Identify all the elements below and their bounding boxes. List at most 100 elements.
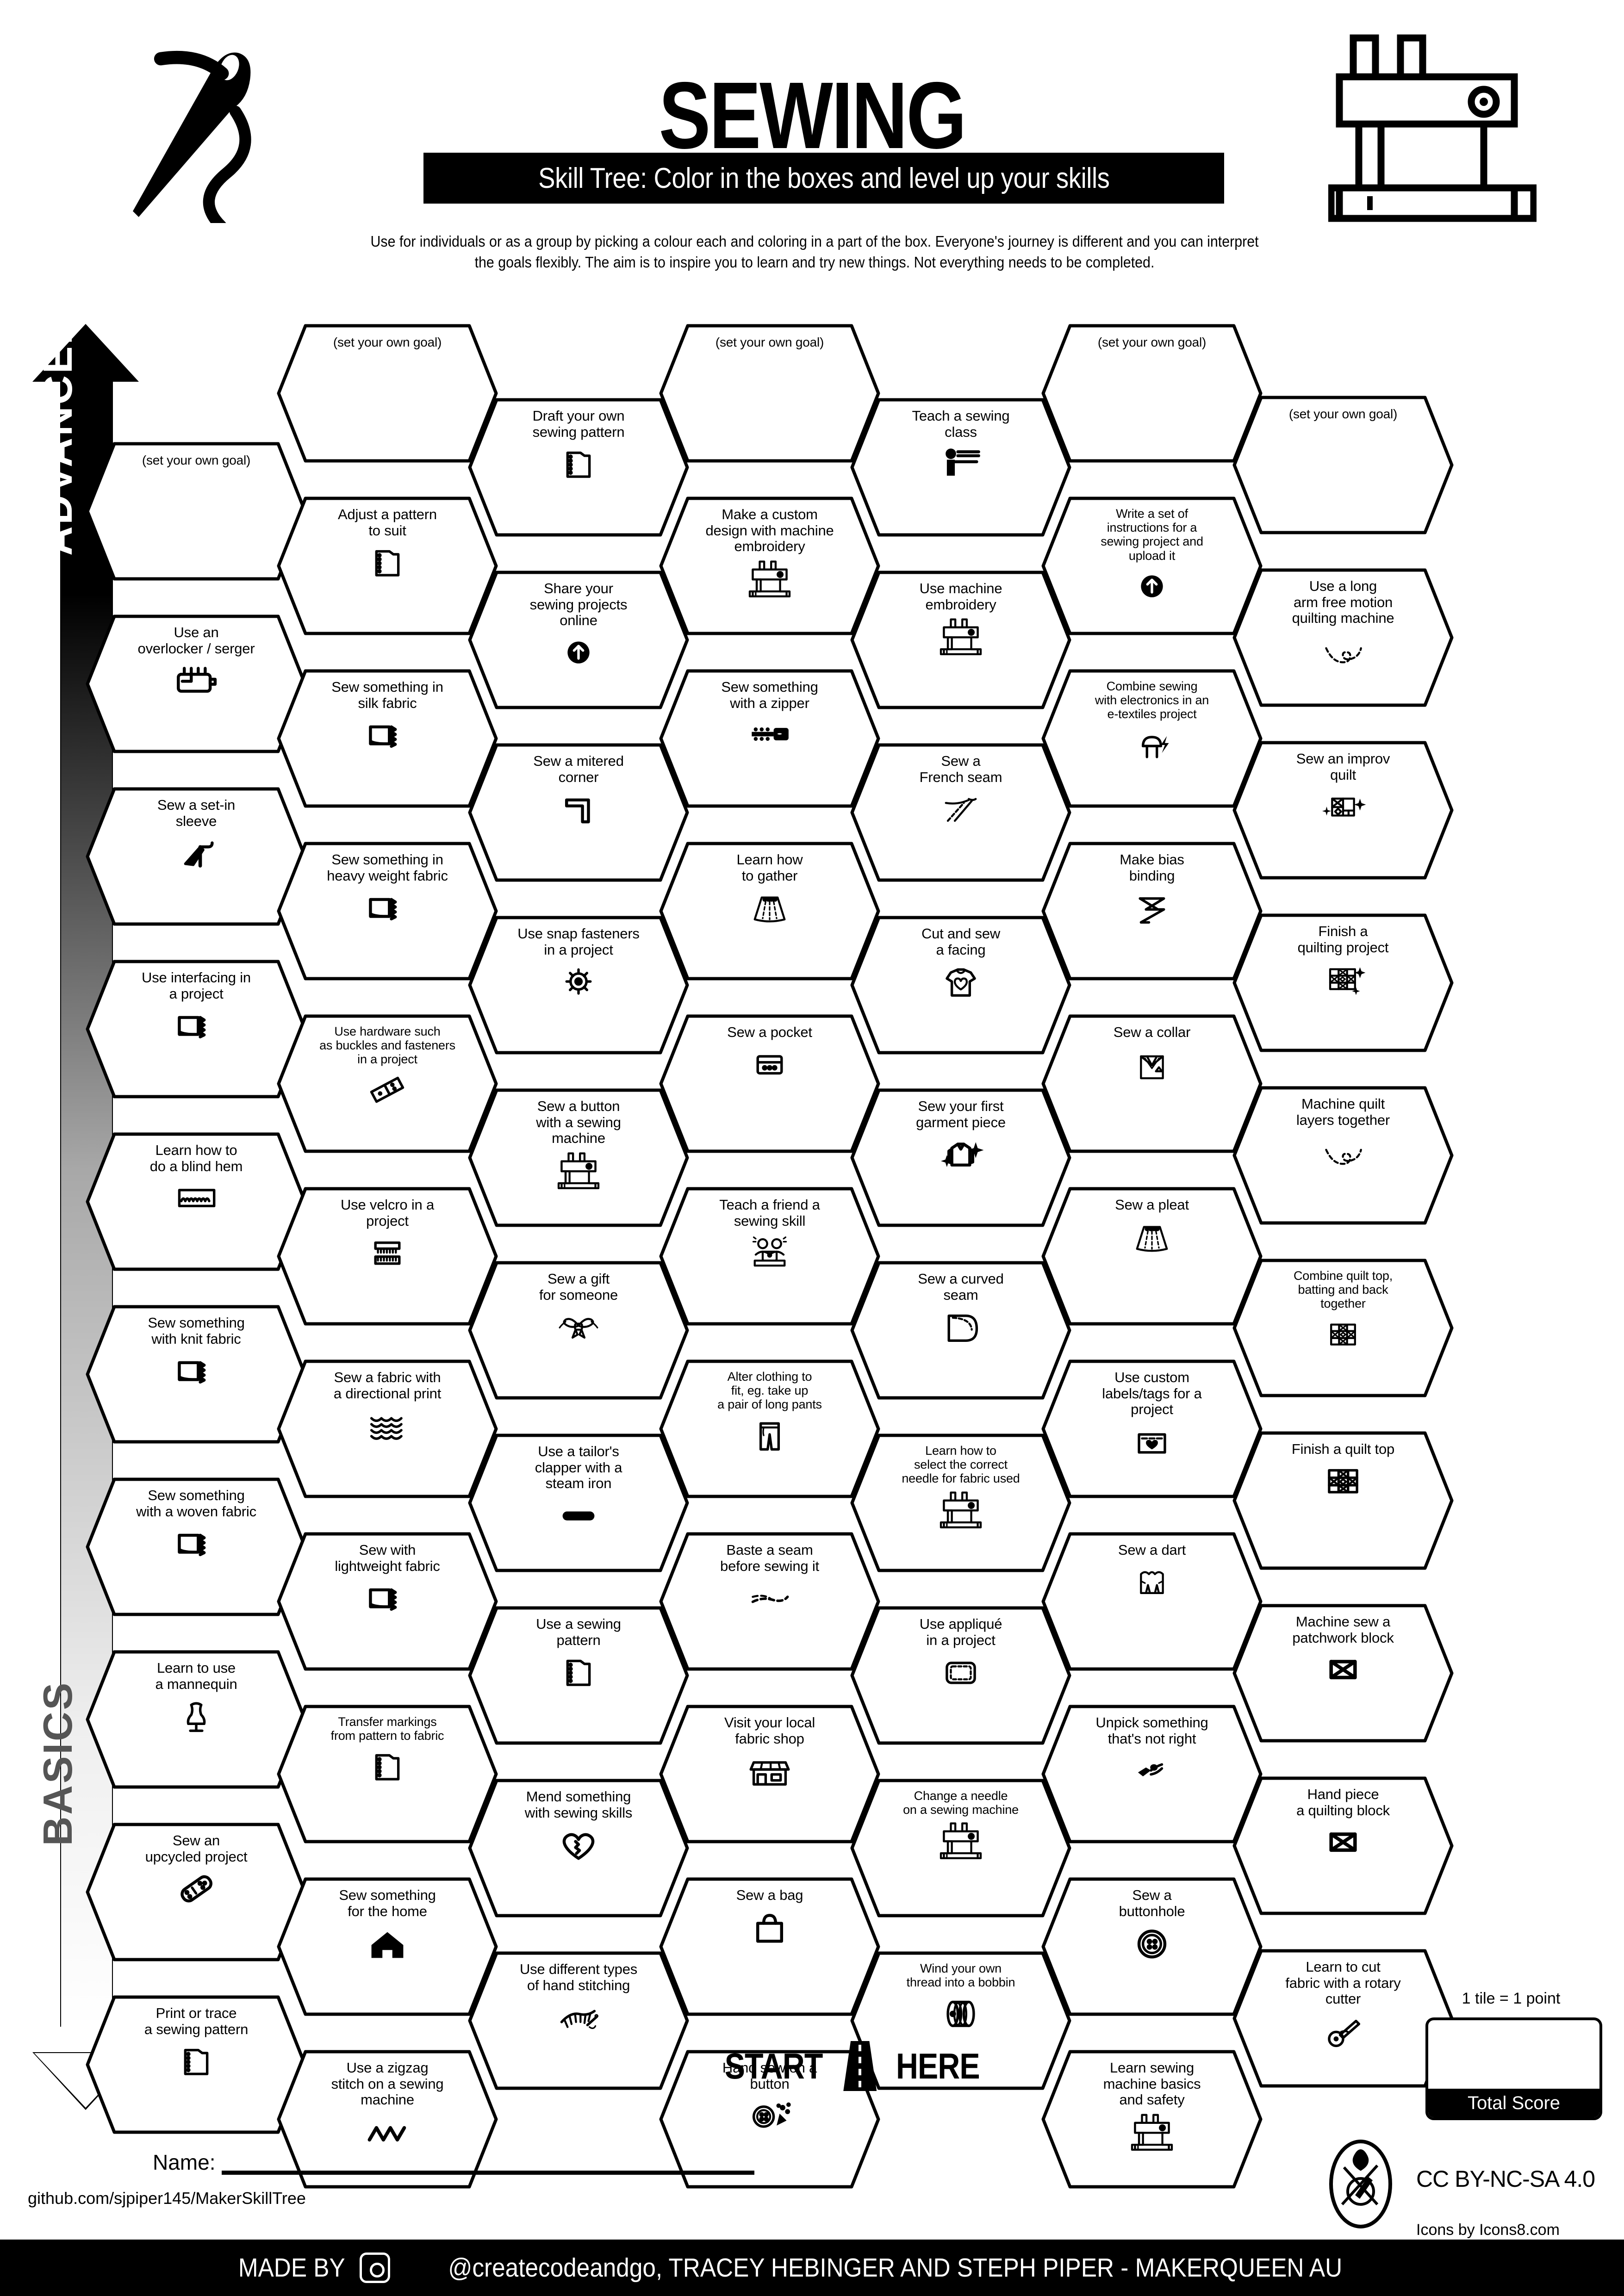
skill-hex-tile[interactable]: Hand piece a quilting block (1232, 1776, 1454, 1915)
skill-hex-tile[interactable]: Draft your own sewing pattern (468, 398, 689, 537)
sewing-machine-icon (935, 615, 986, 656)
skill-hex-tile[interactable]: Combine quilt top, batting and back togeth… (1232, 1259, 1454, 1397)
bobbin-icon (935, 1992, 986, 2032)
skill-hex-label: Use hardware such as buckles and fastener… (319, 1024, 455, 1067)
skill-hex-tile[interactable]: Sew a pocket (659, 1014, 880, 1153)
skill-hex-tile[interactable]: Use a sewing pattern (468, 1606, 689, 1745)
skill-hex-tile[interactable]: Sew something in silk fabric (277, 669, 498, 808)
skill-hex-tile[interactable]: Change a needle on a sewing machine (850, 1779, 1071, 1917)
name-input-line[interactable] (222, 2166, 754, 2175)
bag-icon (744, 1906, 795, 1946)
skill-hex-tile[interactable]: Use velcro in a project (277, 1187, 498, 1326)
skill-hex-tile[interactable]: Baste a seam before sewing it (659, 1532, 880, 1671)
skill-hex-tile[interactable]: Use different types of hand stitching (468, 1951, 689, 2090)
skill-hex-label: Unpick something that's not right (1095, 1714, 1208, 1747)
skill-hex-tile[interactable]: Use a zigzag stitch on a sewing machine (277, 2050, 498, 2189)
skill-hex-tile[interactable]: Sew an upcycled project (86, 1823, 307, 1961)
skill-hex-tile[interactable]: Learn sewing machine basics and safety (1041, 2050, 1263, 2189)
skill-hex-tile[interactable]: (set your own goal) (659, 324, 880, 463)
total-score-box[interactable]: Total Score (1425, 2017, 1602, 2120)
skill-hex-tile[interactable]: Sew a mitered corner (468, 743, 689, 882)
skill-hex-tile[interactable]: Use an overlocker / serger (86, 614, 307, 753)
name-field-row[interactable]: Name: (153, 2147, 754, 2175)
skill-hex-tile[interactable]: Sew something for the home (277, 1877, 498, 2016)
skill-hex-tile[interactable]: Use custom labels/tags for a project (1041, 1359, 1263, 1498)
skill-hex-tile[interactable]: Alter clothing to fit, eg. take up a pair … (659, 1359, 880, 1498)
skill-hex-tile[interactable]: Adjust a pattern to suit (277, 496, 498, 635)
skill-hex-tile[interactable]: Sew an improv quilt (1232, 741, 1454, 880)
skill-hex-tile[interactable]: Sew a gift for someone (468, 1261, 689, 1400)
repo-url[interactable]: github.com/sjpiper145/MakerSkillTree (28, 2189, 306, 2208)
skill-hex-tile[interactable]: Sew a curved seam (850, 1261, 1071, 1400)
skill-hex-tile[interactable]: Share your sewing projects online (468, 571, 689, 709)
skill-hex-tile[interactable]: Mend something with sewing skills (468, 1779, 689, 1917)
skill-hex-tile[interactable]: Sew something in heavy weight fabric (277, 842, 498, 980)
basting-icon (744, 1577, 795, 1617)
skill-hex-tile[interactable]: Sew a buttonhole (1041, 1877, 1263, 2016)
skill-hex-tile[interactable]: Sew a pleat (1041, 1187, 1263, 1326)
blind-hem-icon (171, 1177, 222, 1217)
skill-hex-tile[interactable]: Sew something with a woven fabric (86, 1477, 307, 1616)
skill-hex-tile[interactable]: Finish a quilting project (1232, 913, 1454, 1052)
skill-hex-tile[interactable]: Finish a quilt top (1232, 1431, 1454, 1570)
skill-hex-tile[interactable]: Sew a collar (1041, 1014, 1263, 1153)
skill-hex-tile[interactable]: Machine quilt layers together (1232, 1086, 1454, 1225)
sewing-machine-icon (1126, 2111, 1177, 2151)
skill-hex-tile[interactable]: Learn how to do a blind hem (86, 1132, 307, 1271)
skill-hex-label: Use custom labels/tags for a project (1102, 1369, 1202, 1418)
skill-hex-tile[interactable]: Use snap fasteners in a project (468, 916, 689, 1055)
skill-hex-tile[interactable]: Cut and sew a facing (850, 916, 1071, 1055)
skill-hex-tile[interactable]: Sew something with a zipper (659, 669, 880, 808)
skill-hex-tile[interactable]: Sew with lightweight fabric (277, 1532, 498, 1671)
skill-hex-tile[interactable]: Combine sewing with electronics in an e-te… (1041, 669, 1263, 808)
skill-hex-label: Use snap fasteners in a project (517, 925, 640, 958)
skill-hex-tile[interactable]: Machine sew a patchwork block (1232, 1604, 1454, 1743)
skill-hex-tile[interactable]: Write a set of instructions for a sewing p… (1041, 496, 1263, 635)
button-confetti-icon (744, 2095, 795, 2135)
skill-hex-tile[interactable]: Sew a dart (1041, 1532, 1263, 1671)
skill-hex-tile[interactable]: Use hardware such as buckles and fastener… (277, 1014, 498, 1153)
skill-hex-tile[interactable]: (set your own goal) (277, 324, 498, 463)
pattern-piece-icon (553, 1651, 604, 1691)
velcro-icon (362, 1232, 413, 1272)
skill-hex-tile[interactable]: (set your own goal) (86, 442, 307, 581)
skill-hex-tile[interactable]: Learn to use a mannequin (86, 1650, 307, 1789)
buckle-icon (362, 1069, 413, 1109)
skill-hex-tile[interactable]: Teach a friend a sewing skill (659, 1187, 880, 1326)
pants-icon (744, 1415, 795, 1454)
skill-hex-tile[interactable]: Use a tailor's clapper with a steam iron (468, 1433, 689, 1572)
tshirt-heart-icon (935, 961, 986, 1000)
skill-hex-tile[interactable]: (set your own goal) (1232, 396, 1454, 534)
skill-hex-tile[interactable]: Wind your own thread into a bobbin (850, 1951, 1071, 2090)
skill-hex-tile[interactable]: Use interfacing in a project (86, 960, 307, 1098)
skill-hex-label: Cut and sew a facing (921, 925, 1001, 958)
skill-hex-tile[interactable]: Sew a bag (659, 1877, 880, 2016)
free-motion-icon (1318, 629, 1369, 669)
skill-hex-tile[interactable]: Make bias binding (1041, 842, 1263, 980)
skill-hex-tile[interactable]: Use a long arm free motion quilting machin… (1232, 568, 1454, 707)
skill-hex-tile[interactable]: Transfer markings from pattern to fabric (277, 1705, 498, 1843)
skill-hex-tile[interactable]: Use appliqué in a project (850, 1606, 1071, 1745)
skill-hex-tile[interactable]: Sew a set-in sleeve (86, 787, 307, 926)
skill-hex-tile[interactable]: Print or trace a sewing pattern (86, 1995, 307, 2134)
skill-hex-tile[interactable]: Make a custom design with machine embroide… (659, 496, 880, 635)
skill-hex-tile[interactable]: Learn to cut fabric with a rotary cutter (1232, 1949, 1454, 2088)
skill-hex-tile[interactable]: Unpick something that's not right (1041, 1705, 1263, 1843)
skill-hex-tile[interactable]: Sew your first garment piece (850, 1088, 1071, 1227)
skill-hex-tile[interactable]: Learn how to select the correct needle for… (850, 1433, 1071, 1572)
skill-hex-label: Sew a collar (1113, 1024, 1191, 1040)
skill-hex-tile[interactable]: Learn how to gather (659, 842, 880, 980)
skill-hex-tile[interactable]: Sew a fabric with a directional print (277, 1359, 498, 1498)
skill-hex-tile[interactable]: Teach a sewing class (850, 398, 1071, 537)
home-icon (362, 1922, 413, 1962)
skill-hex-label: Sew a dart (1118, 1542, 1186, 1558)
directional-print-icon (362, 1404, 413, 1444)
skill-hex-tile[interactable]: Sew a French seam (850, 743, 1071, 882)
skill-hex-tile[interactable]: Visit your local fabric shop (659, 1705, 880, 1843)
skill-hex-label: Learn sewing machine basics and safety (1103, 2060, 1201, 2108)
skill-hex-tile[interactable]: Sew a button with a sewing machine (468, 1088, 689, 1227)
skill-hex-tile[interactable]: (set your own goal) (1041, 324, 1263, 463)
skill-hex-tile[interactable]: Hand sew on a button (659, 2050, 880, 2189)
skill-hex-tile[interactable]: Use machine embroidery (850, 571, 1071, 709)
skill-hex-tile[interactable]: Sew something with knit fabric (86, 1305, 307, 1444)
